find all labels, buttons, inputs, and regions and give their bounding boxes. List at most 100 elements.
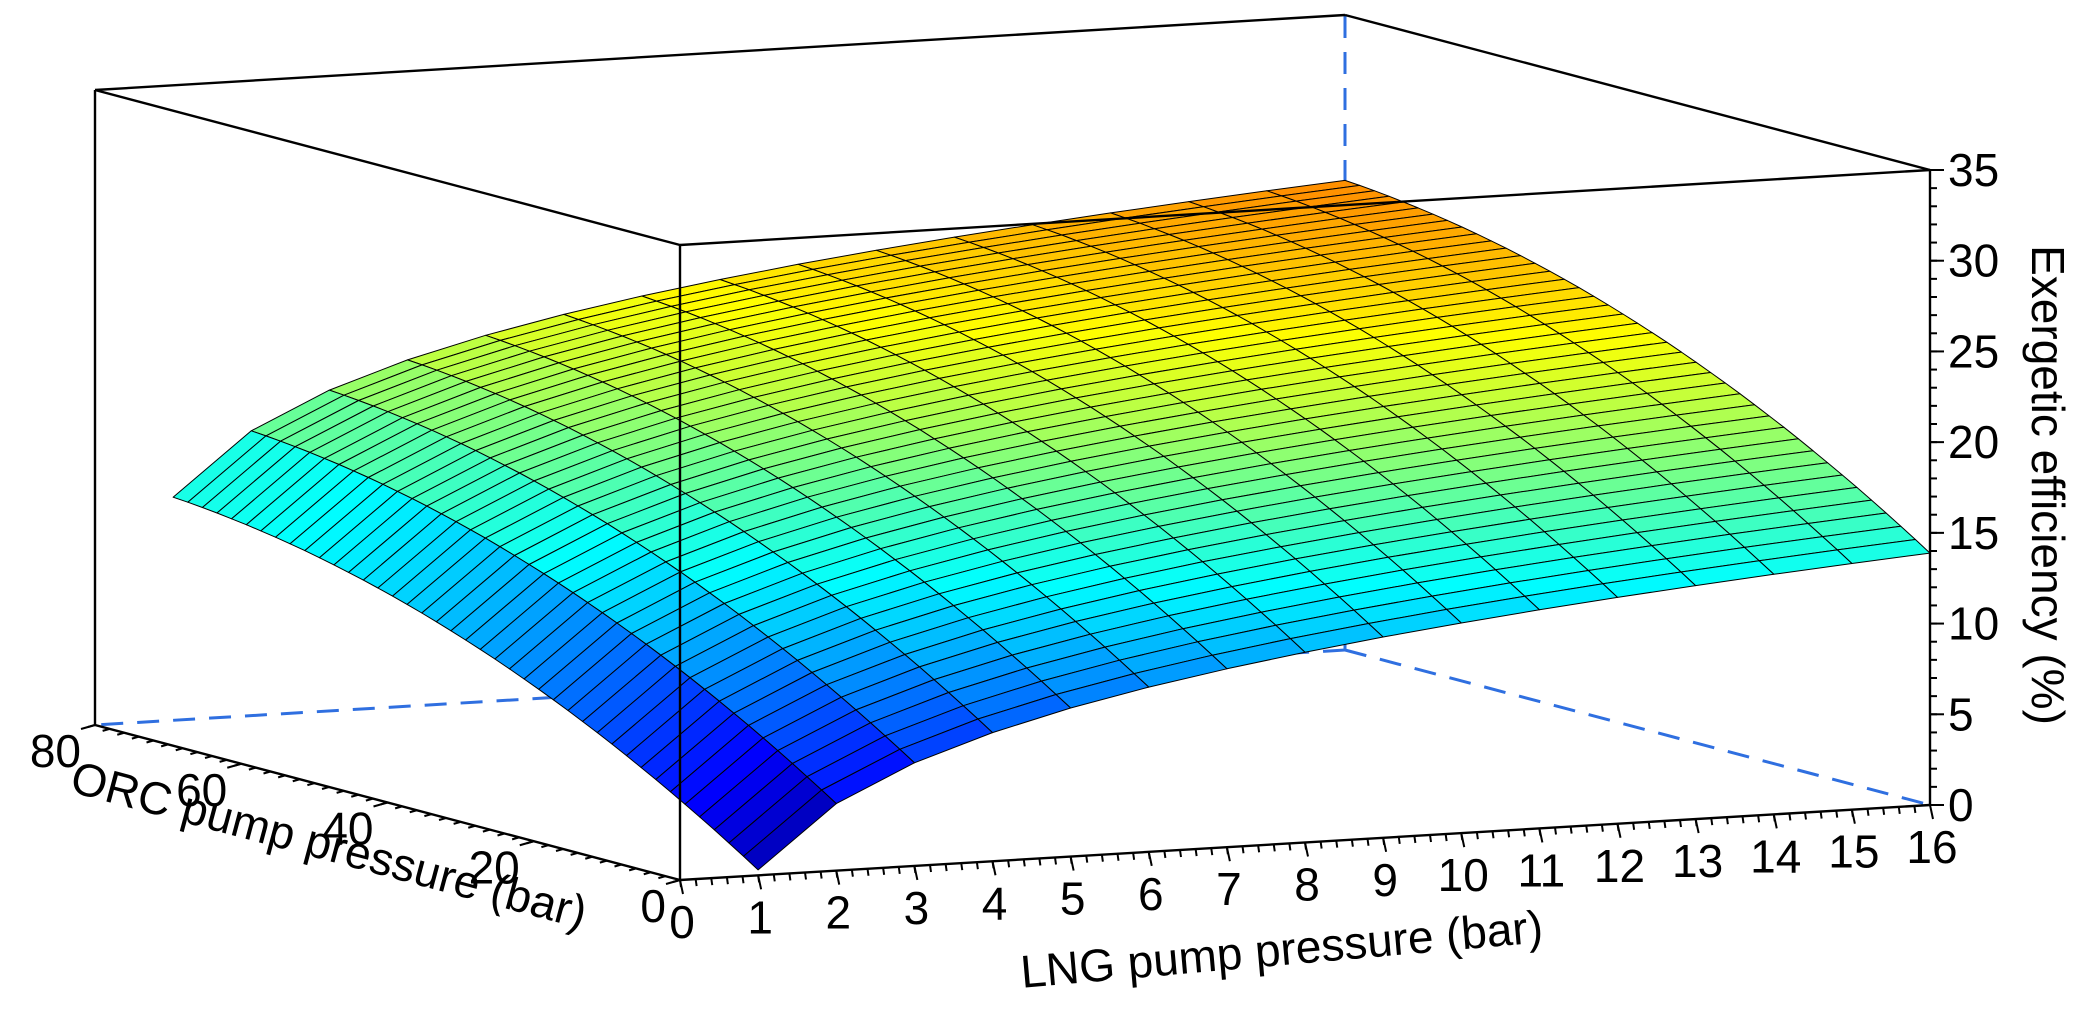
y-minor-tick-mark xyxy=(628,867,637,872)
x-minor-tick-mark xyxy=(1710,817,1714,826)
x-minor-tick-mark xyxy=(882,867,886,875)
y-minor-tick-mark xyxy=(497,832,505,837)
x-minor-tick-mark xyxy=(1085,855,1089,863)
y-minor-tick-mark xyxy=(321,786,330,790)
y-minor-tick-mark xyxy=(394,805,403,810)
y-minor-tick-mark xyxy=(146,739,154,744)
x-minor-tick-mark xyxy=(1788,813,1792,821)
x-tick-label: 8 xyxy=(1294,859,1320,911)
x-tick-label: 0 xyxy=(669,896,695,948)
x-tick-label: 3 xyxy=(904,882,930,934)
x-minor-tick-mark xyxy=(866,868,870,876)
y-minor-tick-mark xyxy=(584,855,593,860)
x-minor-tick-mark xyxy=(741,876,745,884)
x-minor-tick-mark xyxy=(1554,827,1557,835)
x-minor-tick-mark xyxy=(1835,810,1839,818)
y-minor-tick-mark xyxy=(307,782,315,787)
y-tick-label: 80 xyxy=(30,725,81,777)
x-tick-label: 5 xyxy=(1060,873,1086,925)
x-tick-label: 2 xyxy=(825,887,851,939)
x-minor-tick-mark xyxy=(1694,818,1698,827)
z-tick-label: 0 xyxy=(1948,779,1974,831)
y-minor-tick-mark xyxy=(570,851,578,856)
x-minor-tick-mark xyxy=(1741,816,1745,824)
y-minor-tick-mark xyxy=(248,766,257,771)
z-tick-label: 25 xyxy=(1948,325,1999,377)
x-minor-tick-mark xyxy=(1069,856,1073,864)
x-axis-label: LNG pump pressure (bar) xyxy=(1018,900,1545,997)
y-minor-tick-mark xyxy=(424,813,432,818)
x-minor-tick-mark xyxy=(1288,843,1292,851)
y-tick-label: 20 xyxy=(469,841,520,893)
x-minor-tick-mark xyxy=(1897,806,1901,815)
y-minor-tick-mark xyxy=(190,751,198,756)
x-minor-tick-mark xyxy=(991,861,995,869)
y-minor-tick-mark xyxy=(409,809,418,814)
x-minor-tick-mark xyxy=(1022,859,1026,867)
y-minor-tick-mark xyxy=(643,871,652,876)
x-minor-tick-mark xyxy=(1007,860,1011,868)
y-minor-tick-mark xyxy=(482,828,491,833)
y-minor-tick-mark xyxy=(541,844,549,849)
x-minor-tick-mark xyxy=(1632,822,1636,830)
x-minor-tick-mark xyxy=(1413,835,1417,844)
y-minor-tick-mark xyxy=(614,863,622,868)
x-tick-label: 1 xyxy=(747,891,773,943)
hidden-edge-back-right xyxy=(1344,648,1931,807)
y-minor-tick-mark xyxy=(658,875,666,880)
x-minor-tick-mark xyxy=(1647,821,1651,830)
x-minor-tick-mark xyxy=(1679,819,1682,828)
x-tick-label: 9 xyxy=(1372,854,1398,906)
y-tick-label: 0 xyxy=(640,880,666,932)
y-minor-tick-mark xyxy=(87,724,96,728)
y-minor-tick-mark xyxy=(350,793,359,798)
y-minor-tick-mark xyxy=(263,770,271,775)
x-minor-tick-mark xyxy=(1475,832,1479,840)
x-minor-tick-mark xyxy=(804,872,807,880)
x-minor-tick-mark xyxy=(1538,828,1542,836)
z-tick-label: 5 xyxy=(1948,688,1974,740)
x-minor-tick-mark xyxy=(897,866,901,875)
y-minor-tick-mark xyxy=(233,762,242,767)
y-minor-tick-mark xyxy=(277,774,286,779)
z-tick-label: 10 xyxy=(1948,598,1999,650)
x-minor-tick-mark xyxy=(1335,840,1339,848)
x-minor-tick-mark xyxy=(1382,837,1386,845)
x-minor-tick-mark xyxy=(1866,808,1870,816)
x-minor-tick-mark xyxy=(1038,858,1042,866)
x-minor-tick-mark xyxy=(1350,839,1354,847)
y-minor-tick-mark xyxy=(160,743,169,748)
z-tick-label: 35 xyxy=(1948,144,1999,196)
x-tick-label: 10 xyxy=(1438,849,1489,901)
x-minor-tick-mark xyxy=(1397,836,1401,845)
x-minor-tick-mark xyxy=(975,862,979,870)
x-minor-tick-mark xyxy=(960,862,964,871)
x-minor-tick-mark xyxy=(1772,814,1776,822)
x-minor-tick-mark xyxy=(1522,829,1526,837)
x-minor-tick-mark xyxy=(1304,842,1307,850)
x-minor-tick-mark xyxy=(1804,812,1807,820)
x-minor-tick-mark xyxy=(1491,831,1495,839)
y-axis-ticks: 0 20 40 60 80 xyxy=(30,724,681,932)
y-minor-tick-mark xyxy=(204,755,213,759)
x-minor-tick-mark xyxy=(1913,805,1917,814)
x-minor-tick-mark xyxy=(1147,851,1151,860)
top-front-edge xyxy=(679,168,1931,247)
x-minor-tick-mark xyxy=(788,873,792,881)
z-axis-label: Exergetic efficiency (%) xyxy=(2022,245,2074,725)
y-minor-tick-mark xyxy=(219,758,227,763)
y-minor-tick-mark xyxy=(131,735,140,740)
x-minor-tick-mark xyxy=(819,871,823,879)
x-minor-tick-mark xyxy=(772,874,776,882)
x-minor-tick-mark xyxy=(679,879,682,888)
x-minor-tick-mark xyxy=(1319,841,1323,849)
x-tick-label: 16 xyxy=(1906,821,1957,873)
top-right-edge xyxy=(1344,13,1931,172)
x-tick-label: 15 xyxy=(1828,826,1879,878)
x-minor-tick-mark xyxy=(1616,823,1620,831)
x-minor-tick-mark xyxy=(1257,845,1261,853)
x-minor-tick-mark xyxy=(710,877,714,886)
x-minor-tick-mark xyxy=(835,870,839,878)
x-minor-tick-mark xyxy=(1054,857,1057,865)
x-minor-tick-mark xyxy=(929,864,932,873)
